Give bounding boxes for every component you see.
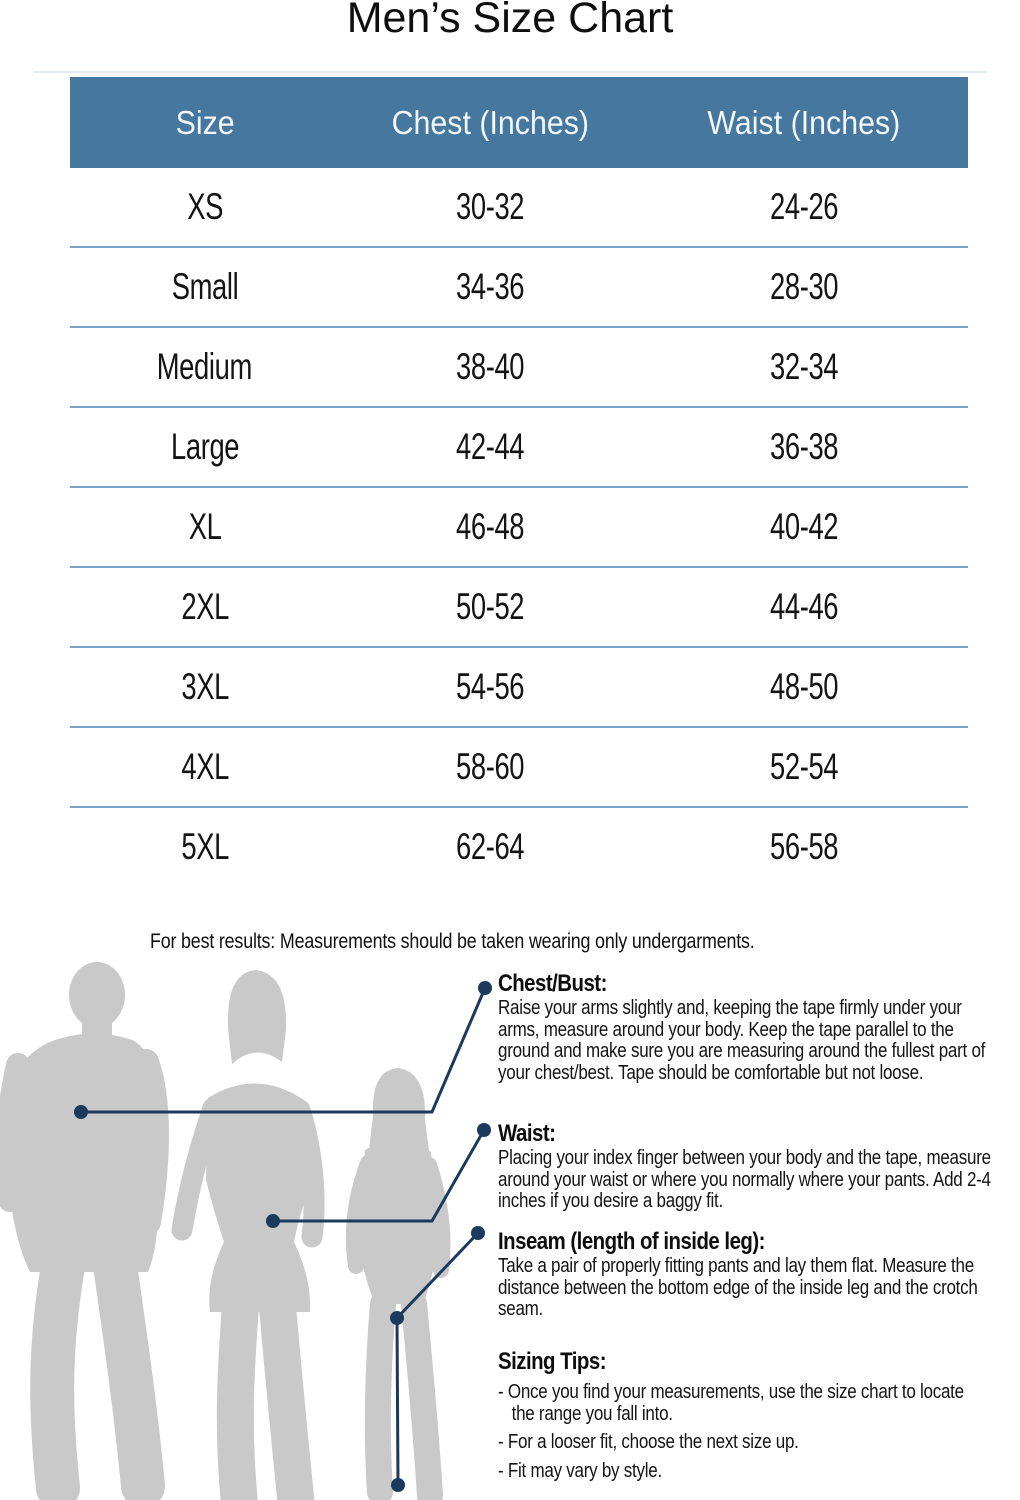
table-row: 4XL 58-60 52-54 [70, 728, 968, 808]
table-header-row: Size Chest (Inches) Waist (Inches) [70, 77, 968, 168]
woman-silhouette [171, 970, 325, 1500]
people-silhouettes-illustration [0, 962, 451, 1500]
table-cell: 58-60 [455, 746, 525, 787]
best-results-note: For best results: Measurements should be… [150, 930, 755, 953]
table-cell: 34-36 [455, 266, 525, 307]
column-header-size: Size [175, 103, 235, 141]
table-row: Small 34-36 28-30 [70, 248, 968, 328]
table-cell: Large [170, 426, 240, 467]
guide-heading-sizing-tips: Sizing Tips: [498, 1348, 606, 1375]
column-header-chest: Chest (Inches) [391, 103, 589, 141]
guide-heading-waist: Waist: [498, 1120, 556, 1147]
table-cell: Medium [157, 346, 253, 387]
guide-heading-inseam: Inseam (length of inside leg): [498, 1228, 765, 1255]
table-row: Medium 38-40 32-34 [70, 328, 968, 408]
sizing-tip: Once you find your measurements, use the… [498, 1381, 991, 1425]
measuring-guide: Chest/Bust: Raise your arms slightly and… [498, 970, 991, 1500]
table-cell: 3XL [180, 666, 229, 707]
table-cell: 56-58 [770, 826, 839, 867]
table-cell: 44-46 [770, 586, 839, 627]
table-cell: 50-52 [455, 586, 525, 627]
table-cell: 24-26 [770, 186, 839, 227]
table-row: 3XL 54-56 48-50 [70, 648, 968, 728]
table-cell: XS [186, 186, 223, 227]
guide-section-sizing-tips: Sizing Tips: Once you find your measurem… [498, 1348, 991, 1482]
table-row: 2XL 50-52 44-46 [70, 568, 968, 648]
table-cell: 42-44 [455, 426, 525, 467]
table-cell: 40-42 [770, 506, 839, 547]
guide-body-waist: Placing your index finger between your b… [498, 1147, 991, 1212]
table-cell: 46-48 [455, 506, 525, 547]
table-cell: 2XL [180, 586, 229, 627]
column-header-waist: Waist (Inches) [707, 103, 901, 141]
table-cell: 4XL [180, 746, 229, 787]
table-cell: 5XL [180, 826, 229, 867]
table-cell: 54-56 [455, 666, 525, 707]
table-row: 5XL 62-64 56-58 [70, 808, 968, 886]
girl-silhouette [345, 1068, 451, 1500]
guide-body-inseam: Take a pair of properly fitting pants an… [498, 1255, 978, 1320]
table-cell: 52-54 [770, 746, 839, 787]
guide-section-chest: Chest/Bust: Raise your arms slightly and… [498, 970, 991, 1084]
sizing-tip: Fit may vary by style. [498, 1460, 991, 1483]
guide-body-chest: Raise your arms slightly and, keeping th… [498, 997, 986, 1084]
table-body: XS 30-32 24-26 Small 34-36 28-30 Medium 38-40 32… [70, 168, 968, 886]
size-table: Size Chest (Inches) Waist (Inches) XS 30-… [70, 77, 968, 886]
page-title: Men’s Size Chart [346, 0, 674, 42]
table-cell: 28-30 [770, 266, 839, 307]
man-silhouette [0, 962, 169, 1500]
table-cell: 38-40 [455, 346, 525, 387]
table-cell: 32-34 [770, 346, 839, 387]
table-cell: 48-50 [770, 666, 839, 707]
table-cell: Small [171, 266, 238, 307]
table-row: Large 42-44 36-38 [70, 408, 968, 488]
guide-section-waist: Waist: Placing your index finger between… [498, 1120, 991, 1213]
guide-heading-chest: Chest/Bust: [498, 970, 607, 997]
table-row: XL 46-48 40-42 [70, 488, 968, 568]
sizing-tip: For a looser fit, choose the next size u… [498, 1431, 991, 1454]
table-cell: 36-38 [770, 426, 839, 467]
guide-section-inseam: Inseam (length of inside leg): Take a pa… [498, 1228, 991, 1321]
table-cell: XL [188, 506, 222, 547]
table-cell: 30-32 [455, 186, 525, 227]
table-row: XS 30-32 24-26 [70, 168, 968, 248]
table-cell: 62-64 [455, 826, 525, 867]
table-top-divider [33, 71, 987, 73]
